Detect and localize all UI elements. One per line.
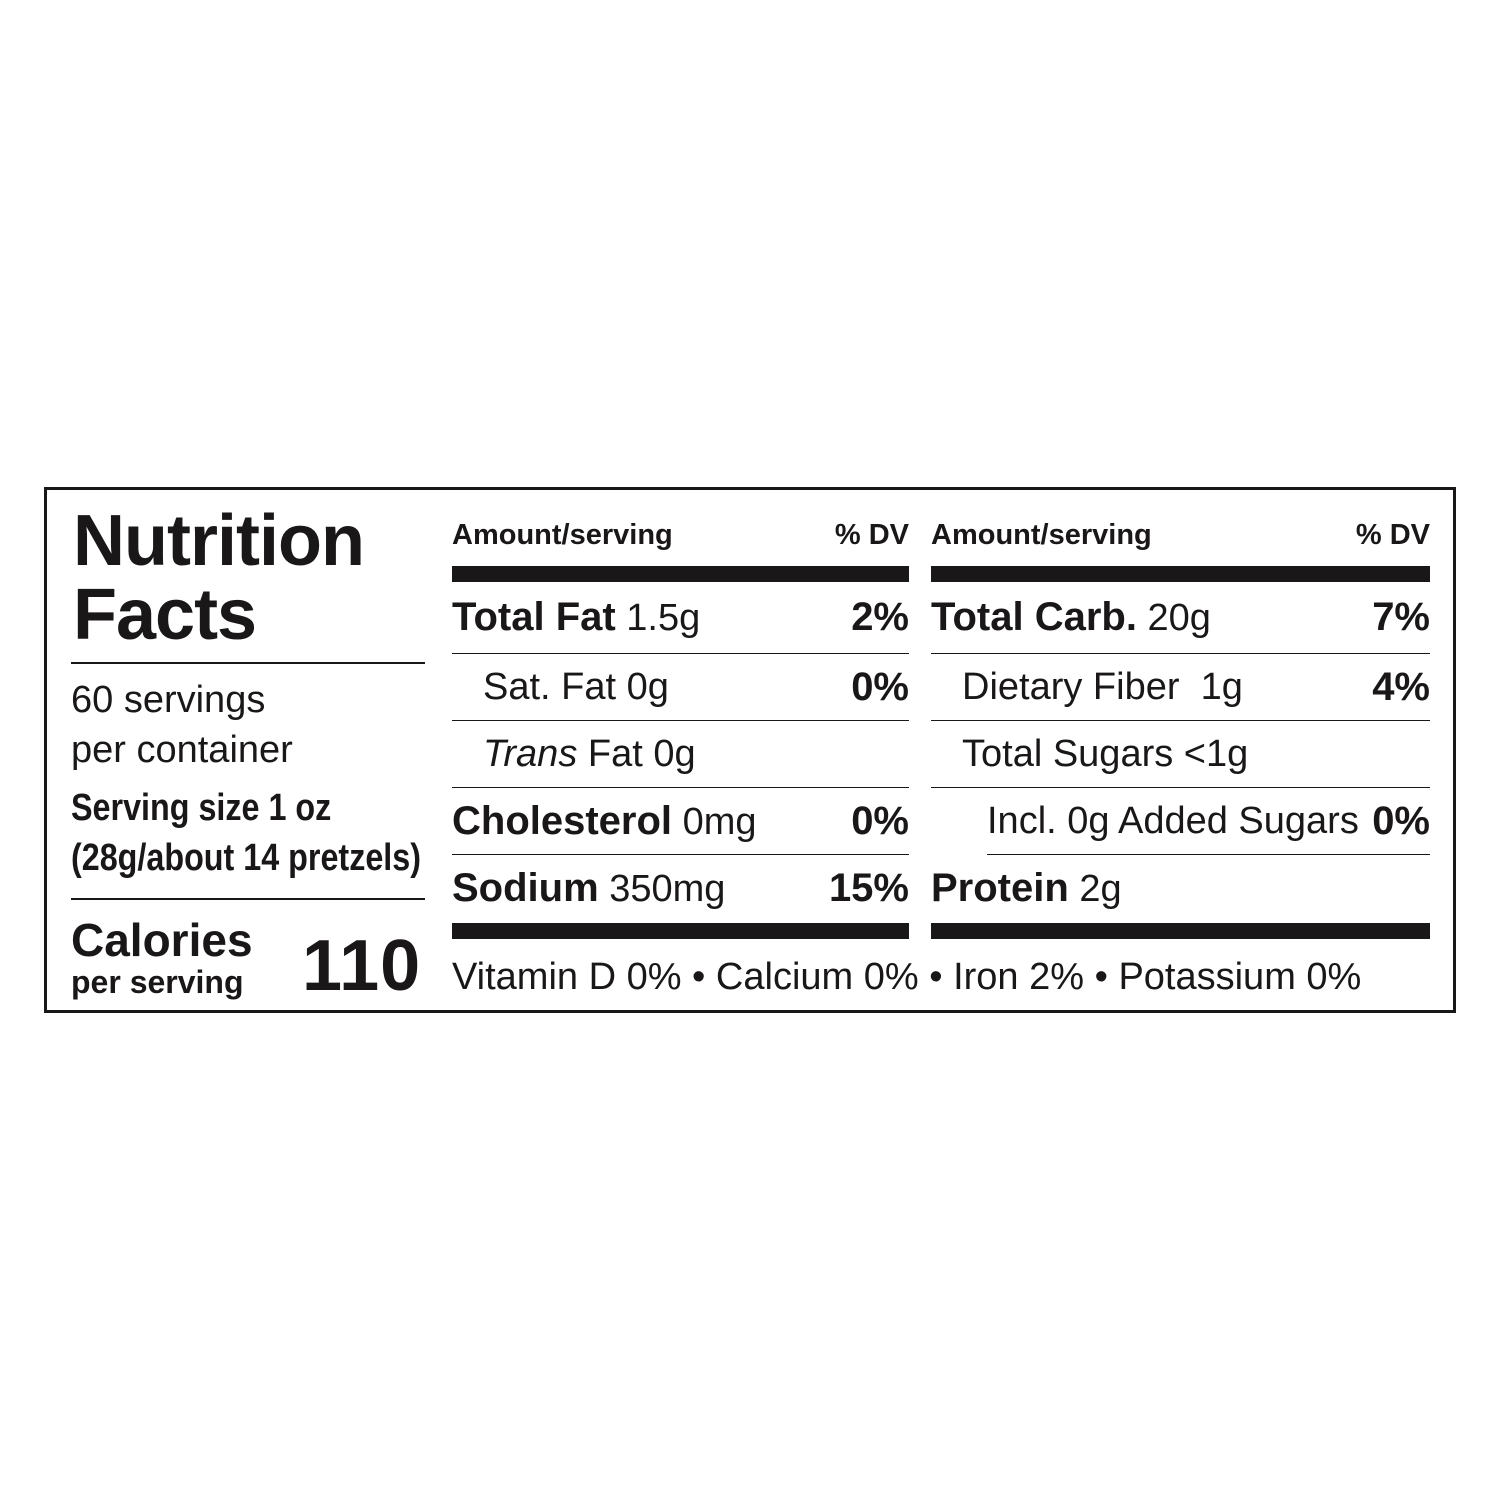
calories-value: 110 (302, 926, 422, 1006)
nutrient-amount: 20g (1147, 597, 1211, 639)
nutrient-amount: <1g (1183, 732, 1249, 775)
nutrient-row-sat-fat: Sat. Fat 0g 0% (452, 654, 909, 721)
nutrient-amount: 1.5g (626, 597, 701, 639)
nutrient-row-total-sugars: Total Sugars <1g (931, 721, 1430, 788)
nutrient-name: Trans (483, 732, 578, 775)
servings-line-2: per container (71, 729, 293, 771)
nutrient-row-cholesterol: Cholesterol 0mg 0% (452, 788, 909, 855)
divider (71, 898, 425, 900)
thick-bar (452, 923, 909, 939)
nutrient-dv: 0% (851, 798, 909, 843)
nutrient-amount: 0mg (682, 800, 757, 843)
nutrient-row-protein: Protein 2g (931, 855, 1430, 921)
nutrient-dv: 15% (828, 865, 909, 910)
nutrient-amount: 0g (626, 665, 669, 708)
nutrient-dv: 0% (851, 664, 909, 709)
divider (71, 662, 425, 664)
title-line-2: Facts (73, 575, 257, 655)
nutrient-row-dietary-fiber: Dietary Fiber 1g 4% (931, 654, 1430, 721)
nutrient-row-total-fat: Total Fat 1.5g 2% (452, 582, 909, 654)
header-amount: Amount/serving (931, 518, 1152, 551)
nutrient-dv: 7% (1372, 595, 1430, 639)
nutrient-name: Protein (931, 865, 1069, 910)
nutrient-amount: 0g (653, 732, 696, 775)
nutrient-amount: 1g (1200, 665, 1243, 708)
thick-bar (931, 923, 1430, 939)
nutrient-name-suffix: Fat (587, 732, 643, 775)
title-line-1: Nutrition (73, 501, 365, 581)
nutrient-name: Sat. Fat (483, 665, 617, 708)
nutrition-facts-label: Nutrition Facts 60 servings per containe… (44, 487, 1456, 1013)
nutrient-name: Dietary Fiber (962, 665, 1180, 708)
calories-per-serving: per serving (71, 964, 244, 1000)
nutrient-row-sodium: Sodium 350mg 15% (452, 855, 909, 921)
servings-line-1: 60 servings (71, 679, 266, 721)
nutrient-name: Sodium (452, 865, 599, 910)
nutrient-name: Total Carb. (931, 595, 1137, 639)
servings-per-container: 60 servings per container (71, 675, 293, 775)
nutrient-amount: 350mg (609, 867, 726, 910)
header-dv: % DV (834, 518, 909, 551)
nutrients-column-right: Amount/serving % DV Total Carb. 20g 7% D… (931, 504, 1430, 939)
nutrient-dv: 2% (851, 595, 909, 639)
header-dv: % DV (1355, 518, 1430, 551)
nutrient-row-total-carb: Total Carb. 20g 7% (931, 582, 1430, 654)
calories-label: Calories (71, 914, 253, 966)
thick-bar (452, 566, 909, 582)
nutrient-dv: 0% (1372, 798, 1430, 843)
nutrient-row-trans-fat: Trans Fat 0g (452, 721, 909, 788)
nutrient-row-added-sugars: Incl. 0g Added Sugars 0% (987, 788, 1430, 855)
label-title: Nutrition Facts (73, 501, 365, 655)
header-amount: Amount/serving (452, 518, 673, 551)
serving-detail: (28g/about 14 pretzels) (71, 837, 422, 879)
nutrient-name: Total Fat (452, 595, 616, 639)
serving-size: Serving size 1 oz (71, 787, 332, 829)
nutrient-name: Incl. 0g Added Sugars (987, 799, 1359, 842)
nutrient-amount: 2g (1079, 867, 1122, 910)
nutrient-name: Cholesterol (452, 798, 673, 843)
thick-bar (931, 566, 1430, 582)
nutrients-column-left: Amount/serving % DV Total Fat 1.5g 2% Sa… (452, 504, 909, 939)
vitamins-minerals: Vitamin D 0% • Calcium 0% • Iron 2% • Po… (452, 956, 1362, 998)
nutrient-dv: 4% (1372, 664, 1430, 709)
nutrient-name: Total Sugars (962, 732, 1174, 775)
